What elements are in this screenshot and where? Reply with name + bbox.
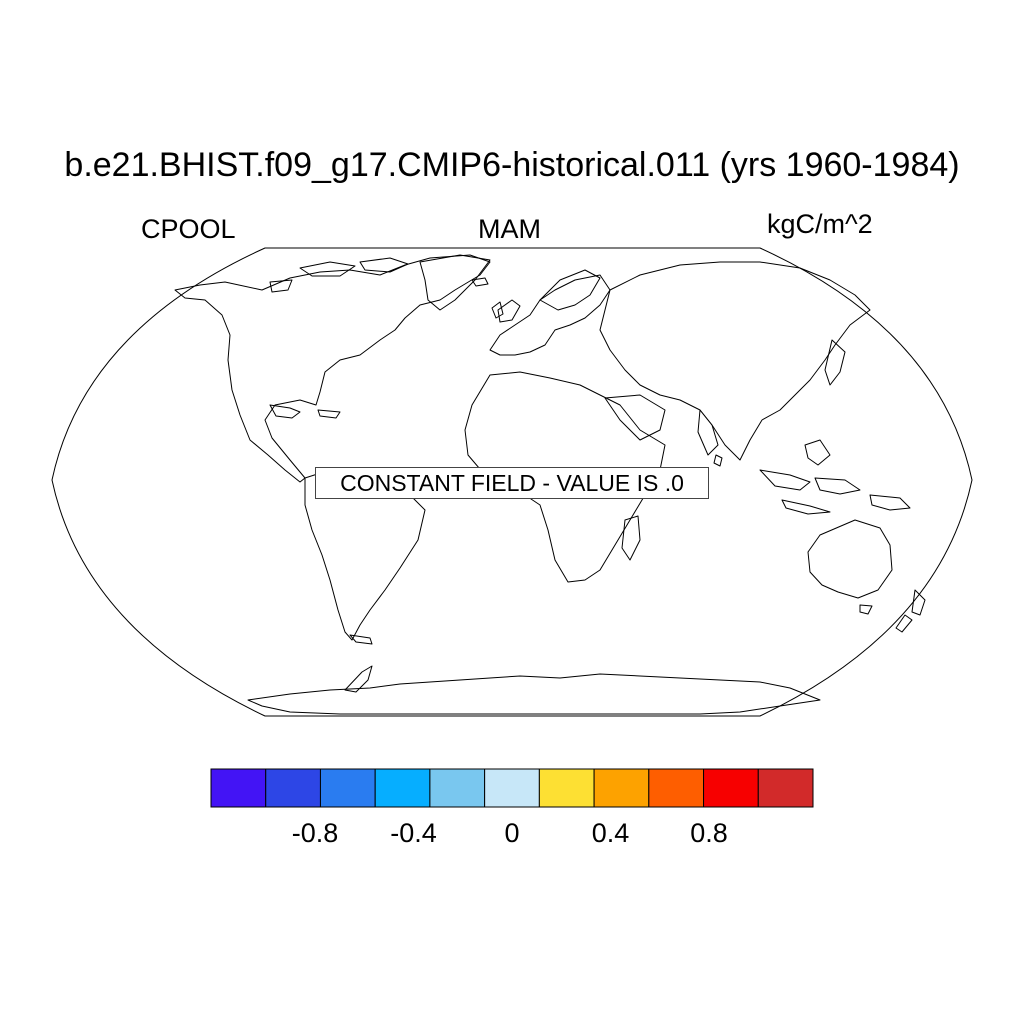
colorbar-tick-label: -0.4	[390, 818, 437, 848]
colorbar-tick-label: 0.8	[690, 818, 728, 848]
colorbar-swatch	[703, 768, 759, 808]
plot-title: b.e21.BHIST.f09_g17.CMIP6-historical.011…	[64, 146, 960, 184]
colorbar-swatch	[265, 768, 321, 808]
colorbar-swatch	[484, 768, 540, 808]
colorbar-tick-label: 0.4	[591, 818, 630, 848]
colorbar-swatch	[538, 768, 595, 808]
constant-field-message: CONSTANT FIELD - VALUE IS .0	[315, 467, 709, 499]
colorbar-swatch	[429, 768, 486, 808]
map-boundary	[51, 247, 973, 717]
colorbar-swatch	[374, 768, 431, 808]
colorbar-tick-label: 0	[504, 818, 520, 848]
variable-label: CPOOL	[141, 214, 236, 244]
colorbar-swatch	[319, 768, 376, 808]
colorbar-tick-label: -0.8	[291, 818, 339, 848]
season-label: MAM	[478, 214, 541, 244]
colorbar-swatch	[210, 768, 267, 808]
colorbar-swatch	[593, 768, 650, 808]
colorbar-swatch	[757, 768, 814, 808]
units-label: kgC/m^2	[767, 209, 873, 239]
colorbar-swatch	[648, 768, 705, 808]
